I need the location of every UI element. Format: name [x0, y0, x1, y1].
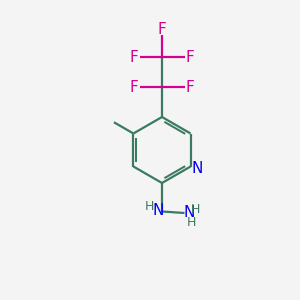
Text: N: N: [191, 161, 203, 176]
Text: N: N: [152, 203, 164, 218]
Text: N: N: [183, 205, 194, 220]
Text: F: F: [185, 80, 194, 94]
Text: H: H: [145, 200, 154, 213]
Text: F: F: [158, 22, 166, 37]
Text: F: F: [130, 80, 139, 94]
Text: F: F: [185, 50, 194, 64]
Text: H: H: [191, 203, 201, 216]
Text: H: H: [187, 215, 196, 229]
Text: F: F: [130, 50, 139, 64]
